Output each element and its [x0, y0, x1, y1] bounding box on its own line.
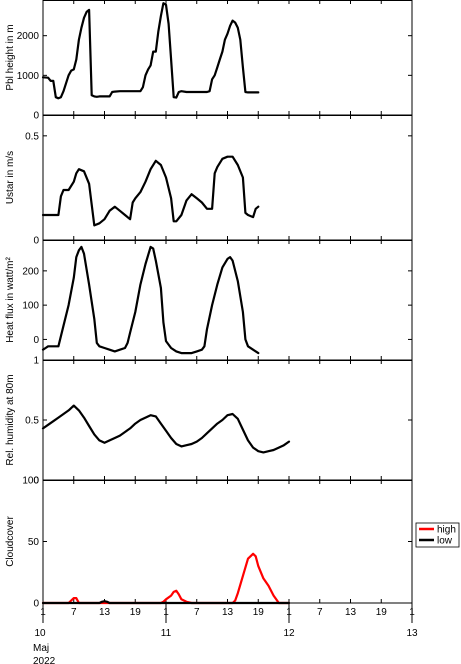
low-series-line — [41, 600, 291, 605]
y-tick-label: 0 — [33, 111, 39, 122]
heat-flux-panel: 0 100 200 Heat flux in watt/m² — [5, 240, 413, 361]
hour-tick-label: 19 — [376, 607, 388, 618]
y-tick-label: 200 — [22, 266, 39, 277]
legend-label-high: high — [437, 525, 456, 536]
plot-frame — [42, 480, 413, 604]
y-axis-label: Rel. humidity at 80m — [5, 374, 16, 465]
y-tick-label: 1 — [33, 356, 39, 367]
ustar-panel: 0 0.5 Ustar in m/s — [5, 115, 413, 247]
y-tick-label: 0.5 — [25, 416, 39, 427]
day-tick-label: 10 — [34, 628, 46, 639]
month-label: Maj — [33, 643, 49, 654]
y-axis-label: Ustar in m/s — [5, 151, 16, 204]
year-label: 2022 — [33, 656, 56, 664]
plot-frame — [42, 115, 413, 241]
y-tick-label: 0 — [33, 335, 39, 346]
hour-tick-label: 13 — [222, 607, 234, 618]
cloudcover-panel: 0 50 100 Cloudcover — [5, 476, 413, 610]
plot-frame — [42, 0, 413, 116]
y-tick-label: 2000 — [17, 31, 40, 42]
y-axis-label: Cloudcover — [5, 516, 16, 567]
hour-tick-label: 13 — [99, 607, 111, 618]
day-tick-label: 13 — [406, 628, 418, 639]
rel-humidity-panel: 0 0.5 1 Rel. humidity at 80m — [5, 356, 413, 487]
hour-tick-label: 19 — [130, 607, 142, 618]
y-tick-label: 0 — [33, 236, 39, 247]
y-tick-label: 0 — [33, 476, 39, 487]
x-axis: 171319171319171319110111213Maj2022 — [33, 603, 418, 664]
high-series-line — [41, 552, 291, 605]
y-axis-label: Pbl height in m — [5, 24, 16, 90]
y-tick-label: 100 — [22, 301, 39, 312]
y-tick-label: 50 — [28, 537, 40, 548]
y-tick-label: 100 — [22, 476, 39, 487]
legend-box — [415, 522, 460, 548]
hour-tick-label: 7 — [317, 607, 323, 618]
y-tick-label: 0.5 — [25, 131, 39, 142]
legend-label-low: low — [437, 536, 453, 547]
y-tick-label: 1000 — [17, 71, 40, 82]
hour-tick-label: 7 — [194, 607, 200, 618]
series-line — [41, 245, 260, 355]
hour-tick-label: 19 — [253, 607, 265, 618]
day-tick-label: 11 — [161, 628, 172, 639]
day-tick-label: 12 — [283, 628, 295, 639]
series-line — [41, 2, 260, 100]
series-line — [41, 155, 260, 227]
hour-tick-label: 7 — [71, 607, 77, 618]
y-tick-label: 0 — [33, 599, 39, 610]
hour-tick-label: 13 — [345, 607, 357, 618]
series-line — [41, 404, 291, 454]
y-axis-label: Heat flux in watt/m² — [5, 257, 16, 343]
plot-frame — [42, 360, 413, 481]
